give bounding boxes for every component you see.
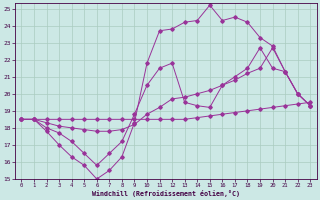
- X-axis label: Windchill (Refroidissement éolien,°C): Windchill (Refroidissement éolien,°C): [92, 190, 240, 197]
